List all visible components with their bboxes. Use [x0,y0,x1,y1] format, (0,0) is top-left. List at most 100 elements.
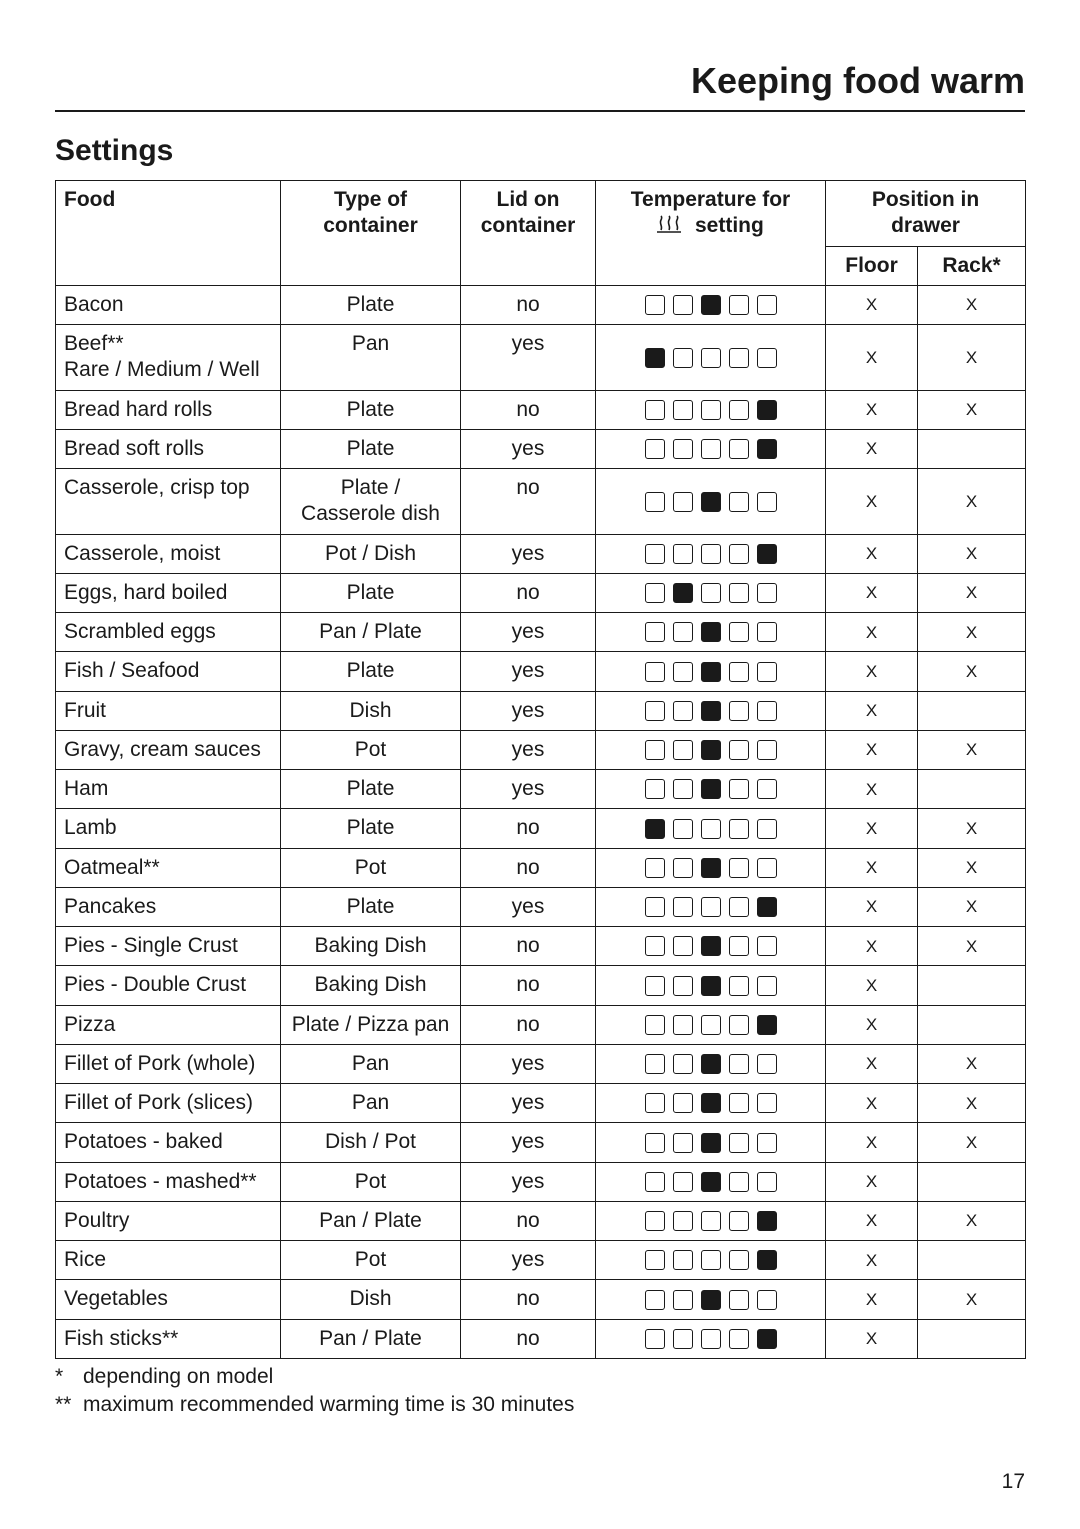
table-row: VegetablesDishnoXX [56,1280,1026,1319]
cell-lid: no [461,1319,596,1358]
cell-food: Bacon [56,285,281,324]
temperature-box [757,1054,777,1074]
cell-lid: yes [461,770,596,809]
cell-lid: no [461,966,596,1005]
cell-floor: X [826,1280,918,1319]
cell-lid: yes [461,1123,596,1162]
cell-rack: X [918,848,1026,887]
cell-temperature [596,652,826,691]
temperature-box [645,1172,665,1192]
cell-temperature [596,927,826,966]
cell-temperature [596,1201,826,1240]
table-row: Fillet of Pork (whole)PanyesXX [56,1044,1026,1083]
cell-floor: X [826,1044,918,1083]
table-row: PoultryPan / PlatenoXX [56,1201,1026,1240]
temperature-box [729,858,749,878]
table-row: Scrambled eggsPan / PlateyesXX [56,613,1026,652]
cell-food: Bread soft rolls [56,429,281,468]
temperature-box [729,1250,749,1270]
table-row: LambPlatenoXX [56,809,1026,848]
header-temp-prefix: Temperature for [631,188,790,211]
temperature-indicator [645,1211,777,1231]
cell-food: Scrambled eggs [56,613,281,652]
table-row: Casserole, moistPot / DishyesXX [56,534,1026,573]
cell-food: Vegetables [56,1280,281,1319]
temperature-box [673,1015,693,1035]
temperature-indicator [645,701,777,721]
cell-container: Plate [281,429,461,468]
temperature-box [701,400,721,420]
cell-floor: X [826,730,918,769]
temperature-indicator [645,1133,777,1153]
temperature-box [645,622,665,642]
table-row: FruitDishyesX [56,691,1026,730]
cell-lid: no [461,469,596,535]
cell-rack [918,770,1026,809]
temperature-indicator [645,779,777,799]
temperature-box [729,622,749,642]
cell-rack: X [918,390,1026,429]
temperature-indicator [645,819,777,839]
cell-lid: no [461,1201,596,1240]
table-row: Oatmeal**PotnoXX [56,848,1026,887]
header-rack: Rack* [918,246,1026,285]
cell-lid: no [461,1280,596,1319]
section-subheading: Settings [55,134,1025,168]
temperature-box [757,622,777,642]
cell-floor: X [826,848,918,887]
header-floor: Floor [826,246,918,285]
temperature-box [645,1054,665,1074]
temperature-box [729,583,749,603]
cell-lid: yes [461,613,596,652]
temperature-box [673,492,693,512]
temperature-box [757,858,777,878]
temperature-box [729,400,749,420]
temperature-box [701,1093,721,1113]
cell-temperature [596,1241,826,1280]
temperature-box [673,400,693,420]
cell-temperature [596,325,826,391]
temperature-indicator [645,1329,777,1349]
temperature-box [673,1211,693,1231]
cell-floor: X [826,534,918,573]
temperature-indicator [645,976,777,996]
temperature-box [729,819,749,839]
temperature-box [673,701,693,721]
footnotes: *depending on model**maximum recommended… [55,1363,1025,1420]
temperature-box [757,439,777,459]
temperature-indicator [645,622,777,642]
cell-lid: no [461,573,596,612]
footnote-mark: * [55,1363,83,1391]
cell-rack: X [918,1084,1026,1123]
cell-container: Pot [281,848,461,887]
cell-rack: X [918,1044,1026,1083]
cell-temperature [596,1280,826,1319]
cell-temperature [596,1005,826,1044]
temperature-indicator [645,1290,777,1310]
temperature-indicator [645,544,777,564]
temperature-box [701,701,721,721]
table-row: PizzaPlate / Pizza pannoX [56,1005,1026,1044]
temperature-box [701,779,721,799]
temperature-box [701,976,721,996]
heat-waves-icon [657,214,685,240]
temperature-box [701,544,721,564]
temperature-box [673,976,693,996]
cell-temperature [596,429,826,468]
temperature-box [729,295,749,315]
cell-floor: X [826,429,918,468]
temperature-box [645,897,665,917]
table-row: Gravy, cream saucesPotyesXX [56,730,1026,769]
temperature-box [673,819,693,839]
temperature-box [645,819,665,839]
temperature-box [673,295,693,315]
temperature-box [729,897,749,917]
temperature-box [729,1172,749,1192]
cell-floor: X [826,1319,918,1358]
table-row: Bread hard rollsPlatenoXX [56,390,1026,429]
cell-rack: X [918,1201,1026,1240]
cell-rack: X [918,469,1026,535]
temperature-box [673,1133,693,1153]
temperature-box [645,1093,665,1113]
temperature-box [673,1093,693,1113]
